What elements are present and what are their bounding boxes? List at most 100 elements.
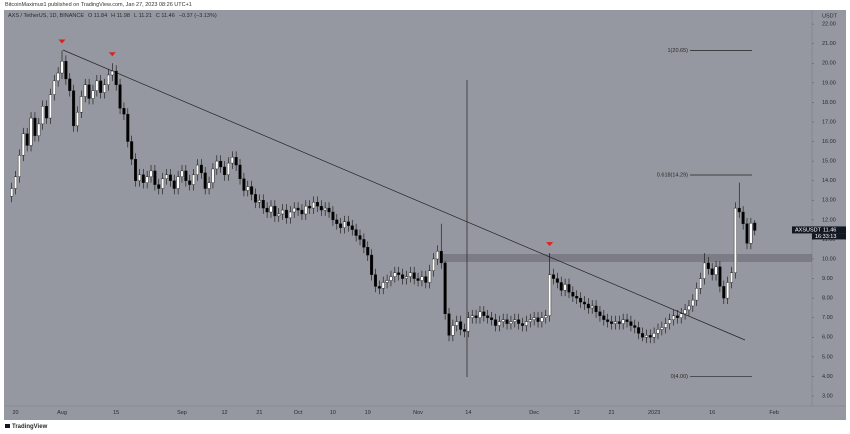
candle-body: [710, 268, 714, 275]
candle-body: [149, 170, 153, 177]
candle-body: [261, 200, 265, 209]
candle-body: [617, 321, 621, 324]
x-tick-label: 14: [465, 410, 471, 416]
legend-label: O: [88, 13, 93, 19]
x-tick-label: Feb: [769, 410, 778, 416]
candle-body: [730, 272, 734, 283]
candle-body: [575, 295, 579, 299]
legend-value: 11.98: [117, 13, 130, 19]
candle-body: [21, 133, 25, 156]
candle-body: [188, 180, 192, 185]
candle-body: [408, 272, 412, 277]
candle-body: [315, 202, 319, 207]
x-tick-label: 15: [113, 410, 119, 416]
y-tick-label: 18.00: [822, 100, 836, 106]
candle-body: [126, 113, 130, 142]
candle-body: [594, 305, 598, 313]
candle-body: [555, 278, 559, 283]
candle-body: [637, 327, 641, 334]
candle-body: [250, 186, 254, 195]
candle-body: [524, 321, 528, 326]
candle-body: [211, 168, 215, 183]
candle-body: [226, 162, 230, 176]
candle-body: [134, 158, 138, 181]
legend-change: −0.37 (−3.13%): [179, 13, 217, 19]
price-tag: [792, 226, 846, 234]
candle-body: [579, 297, 583, 303]
logo: [5, 424, 10, 428]
candle-body: [459, 321, 463, 330]
candle-body: [180, 170, 184, 177]
candle-body: [563, 284, 567, 291]
legend-label: L: [134, 13, 137, 19]
candle-body: [246, 186, 250, 191]
candle-body: [536, 317, 540, 322]
candle-body: [455, 321, 459, 326]
y-tick-label: 12.00: [822, 217, 836, 223]
candle-body: [435, 250, 439, 260]
y-tick-label: 21.00: [822, 41, 836, 47]
candle-body: [493, 319, 497, 326]
peak-arrow: [546, 242, 554, 247]
candle-body: [540, 317, 544, 322]
candle-body: [571, 292, 575, 297]
fib-label: 1(20.65): [668, 48, 689, 54]
candle-body: [652, 333, 656, 338]
candle-body: [385, 280, 389, 283]
candle-body: [215, 160, 219, 170]
candle-body: [567, 284, 571, 293]
y-tick-label: 5.00: [822, 354, 833, 360]
y-tick-label: 9.00: [822, 276, 833, 282]
candle-body: [559, 282, 563, 291]
candle-body: [304, 205, 308, 215]
candle-body: [141, 174, 145, 183]
candle-body: [48, 94, 52, 119]
candle-body: [230, 157, 234, 164]
resistance-zone: [440, 254, 812, 262]
candle-body: [87, 84, 91, 99]
candle-body: [350, 225, 354, 230]
y-tick-label: 22.00: [822, 22, 836, 28]
candle-body: [501, 319, 505, 322]
y-tick-label: 14.00: [822, 178, 836, 184]
candle-body: [401, 274, 405, 279]
candle-body: [323, 207, 327, 211]
candle-body: [370, 254, 374, 275]
candle-body: [292, 207, 296, 213]
candle-body: [552, 274, 556, 279]
candle-body: [327, 207, 331, 213]
candle-body: [288, 211, 292, 219]
candle-body: [234, 157, 238, 166]
candle-body: [745, 223, 749, 244]
candle-body: [145, 176, 149, 183]
x-tick-label: 19: [365, 410, 371, 416]
candle-body: [114, 70, 118, 85]
candle-body: [741, 211, 745, 224]
y-tick-label: 4.00: [822, 374, 833, 380]
x-tick-label: 16: [709, 410, 715, 416]
candle-body: [72, 90, 76, 127]
candle-body: [242, 178, 246, 191]
candle-body: [37, 123, 41, 136]
watermark: TradingView: [5, 424, 48, 430]
candle-body: [192, 174, 196, 185]
candle-body: [687, 305, 691, 311]
candle-body: [528, 319, 532, 322]
candle-body: [470, 315, 474, 318]
candle-body: [269, 205, 273, 213]
candle-body: [664, 323, 668, 328]
candle-body: [184, 170, 188, 181]
candle-body: [161, 178, 165, 189]
candle-body: [641, 333, 645, 338]
candle-body: [91, 90, 95, 99]
candle-body: [733, 207, 737, 273]
candle-body: [706, 262, 710, 269]
candle-body: [60, 61, 64, 74]
x-tick-label: Oct: [294, 410, 303, 416]
candle-body: [699, 278, 703, 289]
candle-body: [118, 84, 122, 109]
candle-body: [462, 329, 466, 332]
candle-body: [137, 174, 141, 181]
candle-body: [633, 325, 637, 328]
x-tick-label: 12: [221, 410, 227, 416]
